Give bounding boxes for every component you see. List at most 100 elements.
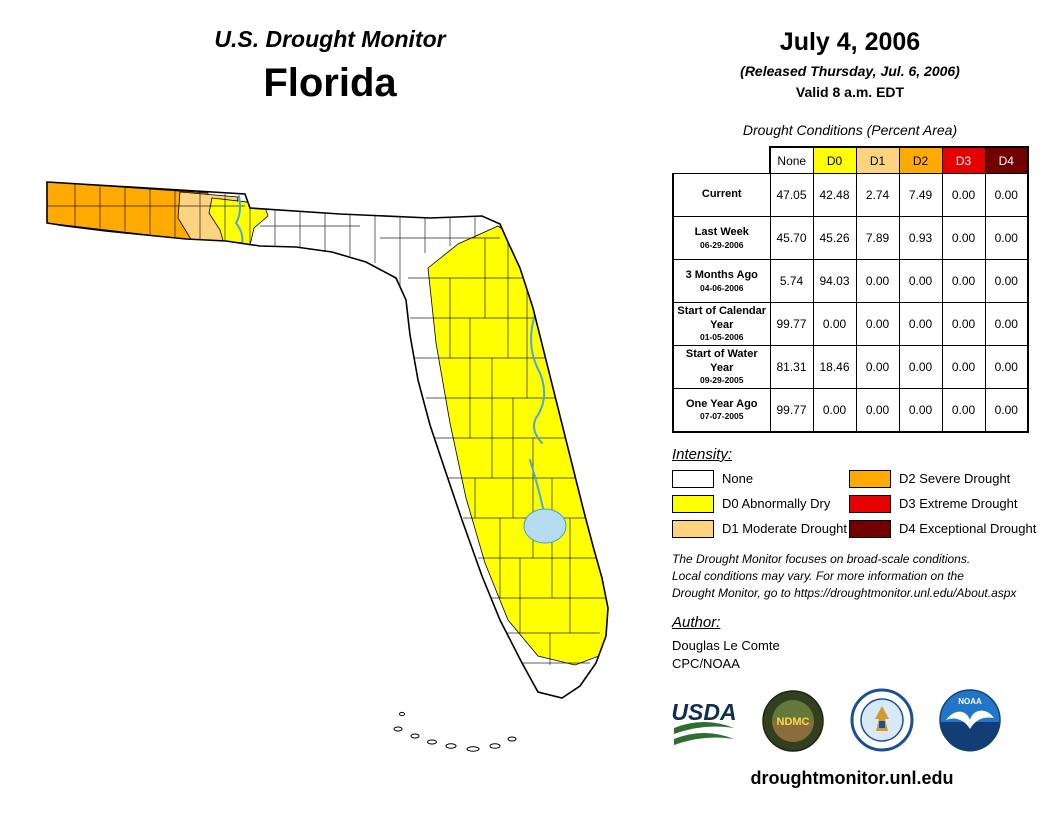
ndmc-logo-text: NDMC	[777, 716, 810, 728]
state-name: Florida	[263, 61, 397, 105]
cell-value: 0.00	[984, 173, 1029, 217]
cell-value: 0.00	[941, 173, 986, 217]
column-header-d4: D4	[984, 146, 1029, 174]
disclaimer-line-1: The Drought Monitor focuses on broad-sca…	[672, 552, 971, 566]
cell-value: 7.49	[898, 173, 943, 217]
legend-item-d2: D2 Severe Drought	[849, 469, 1036, 488]
row-label: Start of Water Year 09-29-2005	[672, 345, 771, 389]
legend-label: D0 Abnormally Dry	[722, 496, 831, 511]
cell-value: 18.46	[812, 345, 857, 389]
noaa-seagull-icon	[946, 710, 994, 729]
florida-keys	[393, 711, 517, 752]
d0-swatch	[672, 494, 714, 513]
ndmc-logo: NDMC	[762, 690, 824, 752]
cell-value: 42.48	[812, 173, 857, 217]
cell-value: 0.00	[812, 388, 857, 433]
legend-column-right: D2 Severe Drought D3 Extreme Drought D4 …	[849, 469, 1037, 538]
commerce-eagle-shape	[875, 706, 889, 731]
row-sublabel: 04-06-2006	[700, 282, 744, 293]
d3-swatch	[849, 494, 891, 513]
monitor-title: U.S. Drought Monitor	[214, 26, 446, 52]
title-block: U.S. Drought Monitor Florida	[100, 26, 560, 106]
column-header-d3: D3	[941, 146, 986, 174]
row-label-text: Start of Water Year	[685, 347, 758, 374]
cell-value: 99.77	[769, 302, 814, 346]
row-sublabel: 07-07-2005	[700, 411, 744, 422]
author-name: Douglas Le Comte	[672, 638, 780, 653]
usda-swoosh-lower	[674, 733, 734, 745]
commerce-seal-logo	[850, 688, 914, 752]
usda-logo: USDA	[671, 699, 737, 745]
row-label: One Year Ago 07-07-2005	[672, 388, 771, 433]
row-label: Start of Calendar Year 01-05-2006	[672, 302, 771, 346]
cell-value: 0.00	[812, 302, 857, 346]
cell-value: 94.03	[812, 259, 857, 303]
cell-value: 0.00	[984, 302, 1029, 346]
lake-okeechobee	[523, 508, 567, 544]
legend-item-d0: D0 Abnormally Dry	[672, 494, 847, 513]
commerce-shield	[879, 721, 885, 728]
d1-swatch	[672, 519, 714, 538]
noaa-ocean	[940, 722, 1000, 752]
row-label: 3 Months Ago 04-06-2006	[672, 259, 771, 303]
cell-value: 0.00	[941, 388, 986, 433]
cell-value: 0.00	[855, 388, 900, 433]
conditions-table-title: Drought Conditions (Percent Area)	[742, 122, 958, 138]
author-title: Author:	[672, 614, 721, 631]
legend-column-left: None D0 Abnormally Dry D1 Moderate Droug…	[672, 469, 848, 538]
cell-value: 0.00	[941, 345, 986, 389]
footer-url: droughtmonitor.unl.edu	[750, 768, 954, 788]
conditions-table: None D0 D1 D2 D3 D4 Current 47.05 42.48 …	[672, 146, 1029, 433]
row-label-text: Start of Calendar Year	[677, 304, 767, 331]
noaa-logo: NOAA	[939, 689, 1001, 752]
row-label: Current	[672, 173, 771, 217]
noaa-logo-text: NOAA	[958, 697, 982, 706]
row-sublabel: 06-29-2006	[700, 239, 744, 250]
d2-swatch	[849, 469, 891, 488]
florida-map	[46, 181, 609, 752]
cell-value: 0.00	[855, 259, 900, 303]
column-header-d2: D2	[898, 146, 943, 174]
row-label-text: One Year Ago	[685, 397, 758, 410]
row-label-text: Last Week	[694, 225, 749, 238]
cell-value: 5.74	[769, 259, 814, 303]
cell-value: 81.31	[769, 345, 814, 389]
cell-value: 0.00	[941, 216, 986, 260]
disclaimer-text: The Drought Monitor focuses on broad-sca…	[672, 551, 1016, 601]
legend-label: None	[722, 471, 754, 486]
cell-value: 0.00	[898, 388, 943, 433]
usda-logo-text: USDA	[671, 699, 736, 725]
cell-value: 0.00	[898, 259, 943, 303]
drought-region-d0-central	[427, 225, 608, 666]
report-date: July 4, 2006	[779, 28, 921, 56]
column-header-d1: D1	[855, 146, 900, 174]
cell-value: 2.74	[855, 173, 900, 217]
table-row: Start of Calendar Year 01-05-2006 99.77 0…	[672, 302, 1029, 346]
table-row: Last Week 06-29-2006 45.70 45.26 7.89 0.9…	[672, 216, 1029, 260]
cell-value: 0.00	[984, 259, 1029, 303]
table-corner-cell	[673, 147, 770, 174]
legend-label: D4 Exceptional Drought	[899, 521, 1037, 536]
table-row: One Year Ago 07-07-2005 99.77 0.00 0.00 0…	[672, 388, 1029, 433]
cell-value: 0.00	[898, 302, 943, 346]
cell-value: 0.00	[855, 302, 900, 346]
date-block: July 4, 2006 (Released Thursday, Jul. 6,…	[672, 28, 1028, 100]
cell-value: 0.00	[984, 345, 1029, 389]
legend-label: D1 Moderate Drought	[722, 521, 848, 536]
none-swatch	[672, 469, 714, 488]
kissimmee-river	[529, 459, 544, 509]
cell-value: 0.00	[984, 388, 1029, 433]
cell-value: 0.93	[898, 216, 943, 260]
row-label-text: 3 Months Ago	[685, 268, 758, 281]
usda-swoosh-upper	[674, 722, 734, 734]
cell-value: 0.00	[941, 259, 986, 303]
apalachicola-river	[234, 195, 244, 245]
cell-value: 0.00	[898, 345, 943, 389]
legend-item-d3: D3 Extreme Drought	[849, 494, 1036, 513]
cell-value: 7.89	[855, 216, 900, 260]
legend-title: Intensity:	[672, 446, 733, 463]
d4-swatch	[849, 519, 891, 538]
cell-value: 0.00	[855, 345, 900, 389]
row-sublabel: 09-29-2005	[700, 375, 744, 386]
